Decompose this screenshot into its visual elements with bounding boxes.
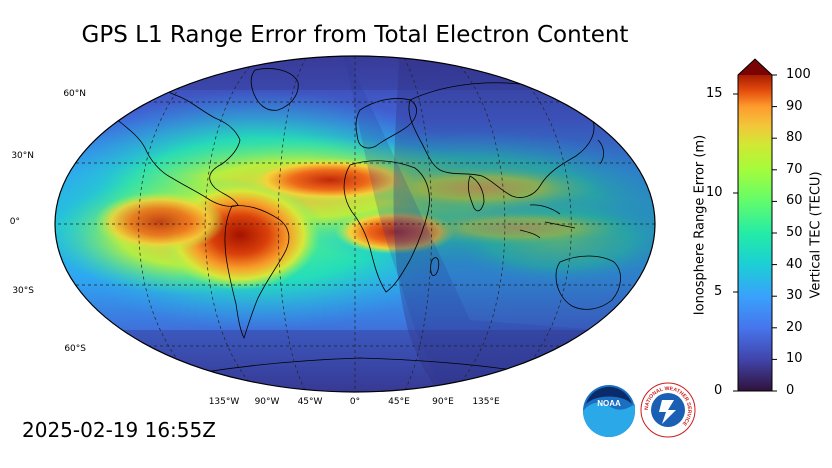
lat-label-60s: 60°S	[64, 344, 86, 354]
lon-label-0: 0°	[349, 397, 361, 407]
lon-label-135w: 135°W	[208, 397, 240, 407]
timestamp: 2025-02-19 16:55Z	[22, 418, 216, 442]
lon-label-90w: 90°W	[254, 397, 280, 407]
cb-right-tick-70: 70	[786, 162, 803, 177]
cb-left-tick-15: 15	[706, 86, 723, 101]
cb-right-tick-30: 30	[786, 288, 803, 303]
noaa-logo-text: NOAA	[597, 399, 621, 408]
cb-left-tick-10: 10	[706, 185, 723, 200]
cb-right-tick-20: 20	[786, 320, 803, 335]
cb-left-tick-5: 5	[714, 284, 723, 299]
nws-logo: NATIONAL WEATHER SERVICE	[640, 382, 696, 438]
lat-label-30n: 30°N	[11, 151, 34, 161]
colorbar-left-label: Ionosphere Range Error (m)	[692, 134, 708, 316]
map-title: GPS L1 Range Error from Total Electron C…	[81, 22, 629, 48]
colorbar	[733, 58, 777, 392]
cb-right-tick-40: 40	[786, 257, 803, 272]
lat-label-30s: 30°S	[12, 286, 34, 296]
globe-outline	[54, 55, 656, 393]
colorbar-right-ticks	[772, 74, 777, 392]
noaa-logo: NOAA	[583, 385, 635, 437]
cb-left-tick-0: 0	[714, 383, 723, 398]
lon-label-90e: 90°E	[432, 397, 454, 407]
cb-right-tick-100: 100	[786, 67, 811, 82]
colorbar-left-ticks	[733, 93, 738, 392]
lat-label-60n: 60°N	[63, 89, 86, 99]
lon-label-45w: 45°W	[297, 397, 323, 407]
coastlines	[94, 68, 621, 381]
cb-right-tick-60: 60	[786, 193, 803, 208]
cb-right-tick-0: 0	[786, 383, 795, 398]
cb-right-tick-90: 90	[786, 99, 803, 114]
lon-label-45e: 45°E	[388, 397, 410, 407]
cb-right-tick-50: 50	[786, 225, 803, 240]
cb-right-tick-10: 10	[786, 351, 803, 366]
colorbar-right-label: Vertical TEC (TECU)	[808, 171, 824, 299]
cb-right-tick-80: 80	[786, 130, 803, 145]
lon-label-135e: 135°E	[472, 397, 500, 407]
lat-label-0: 0°	[9, 217, 20, 227]
